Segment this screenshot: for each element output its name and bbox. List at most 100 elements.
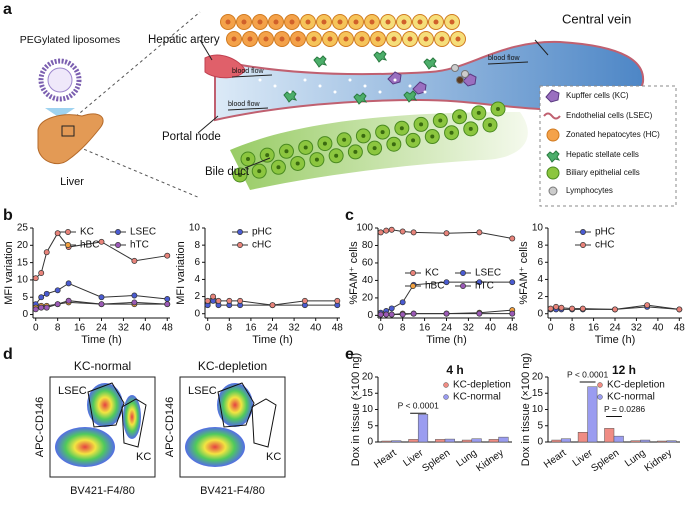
bar [381, 440, 392, 443]
lymphocyte [451, 64, 459, 72]
label: Liver [60, 176, 84, 188]
legend-marker [580, 242, 586, 248]
bar [408, 439, 419, 443]
legend-box [539, 85, 677, 207]
nucleus [407, 36, 413, 42]
y-tick-label: 8 [194, 240, 200, 251]
stellate-cell [403, 90, 418, 103]
nucleus [391, 142, 396, 147]
legend-label: pHC [252, 227, 272, 238]
legend-label: hBC [80, 240, 99, 251]
legend-label: Biliary epithelial cells [566, 168, 640, 177]
legend-marker [597, 382, 603, 388]
label: blood flow [488, 55, 520, 62]
y-tick-label: 15 [362, 388, 374, 399]
bar [498, 436, 509, 443]
nucleus [496, 107, 500, 111]
point [676, 306, 683, 313]
legend-icon [543, 112, 561, 120]
y-tick-label: 20 [362, 293, 374, 304]
bar [577, 432, 588, 443]
arrow [45, 108, 75, 118]
nucleus [265, 153, 270, 158]
point [164, 296, 171, 302]
x-tick-label: 0 [548, 323, 554, 334]
nucleus [419, 122, 424, 127]
y-tick-label: 10 [532, 223, 544, 234]
x-tick-label: Kidney [643, 448, 674, 475]
flow-arrow [227, 107, 269, 111]
liver-icon [37, 113, 104, 164]
point [410, 229, 417, 236]
legend-label: KC-normal [453, 392, 501, 403]
x-axis-label: Time (h) [81, 334, 122, 346]
nucleus [337, 19, 343, 25]
x-axis-label: Time (h) [252, 334, 293, 346]
x-tick-label: 24 [609, 323, 621, 334]
nucleus [295, 161, 300, 166]
nucleus [468, 126, 473, 131]
point [388, 311, 395, 318]
y-tick-label: 0 [537, 437, 543, 448]
x-tick-label: 16 [74, 323, 86, 334]
x-axis-label: Time (h) [595, 334, 636, 346]
point [65, 280, 72, 287]
legend-label: Zonated hepatocytes (HC) [566, 130, 660, 139]
point [509, 235, 516, 242]
population [87, 383, 123, 427]
label: APC-CD146 [34, 397, 46, 458]
panel-label: c [345, 207, 354, 224]
nucleus [438, 118, 443, 123]
label: BV421-F4/80 [70, 485, 135, 497]
y-tick-label: 6 [194, 257, 200, 268]
legend-label: KC-depletion [453, 380, 511, 391]
x-tick-label: 0 [205, 323, 211, 334]
point [558, 304, 565, 311]
nucleus [417, 19, 423, 25]
nucleus [423, 36, 429, 42]
point [43, 249, 50, 256]
population [217, 383, 253, 427]
population [55, 427, 115, 467]
legend-label: Kupffer cells (KC) [566, 91, 629, 100]
legend-marker [237, 242, 243, 248]
point [131, 292, 138, 299]
y-axis-label: MFI variation [175, 241, 187, 305]
label: APC-CD146 [164, 397, 176, 458]
x-tick-label: 16 [245, 323, 257, 334]
point [54, 230, 61, 237]
x-tick-label: 40 [310, 323, 322, 334]
point [164, 252, 171, 259]
x-tick-label: 8 [569, 323, 575, 334]
label: LSEC [188, 385, 217, 397]
nucleus [279, 36, 285, 42]
stellate-cell [353, 92, 368, 105]
vessel [214, 40, 645, 122]
x-tick-label: Spleen [420, 448, 452, 475]
label: LSEC [58, 385, 87, 397]
y-tick-label: 15 [532, 388, 544, 399]
label: KC [136, 451, 151, 463]
nucleus [488, 123, 492, 127]
legend-label: KC-normal [607, 392, 655, 403]
point [226, 297, 233, 304]
point [612, 306, 618, 313]
y-tick-label: 25 [17, 223, 29, 234]
bar [417, 414, 429, 443]
y-tick-label: 5 [22, 292, 28, 303]
x-tick-label: 24 [441, 323, 453, 334]
x-tick-label: 32 [118, 323, 130, 334]
y-tick-label: 10 [17, 275, 29, 286]
y-tick-label: 5 [367, 420, 373, 431]
liposome-dot [288, 90, 292, 94]
point [547, 305, 554, 312]
x-tick-label: 0 [378, 323, 384, 334]
point [443, 310, 450, 317]
bar [551, 439, 562, 443]
nucleus [321, 19, 327, 25]
x-tick-label: 8 [55, 323, 61, 334]
point [98, 301, 105, 308]
nucleus [247, 36, 253, 42]
x-tick-label: 48 [332, 323, 344, 334]
bar [461, 439, 473, 443]
